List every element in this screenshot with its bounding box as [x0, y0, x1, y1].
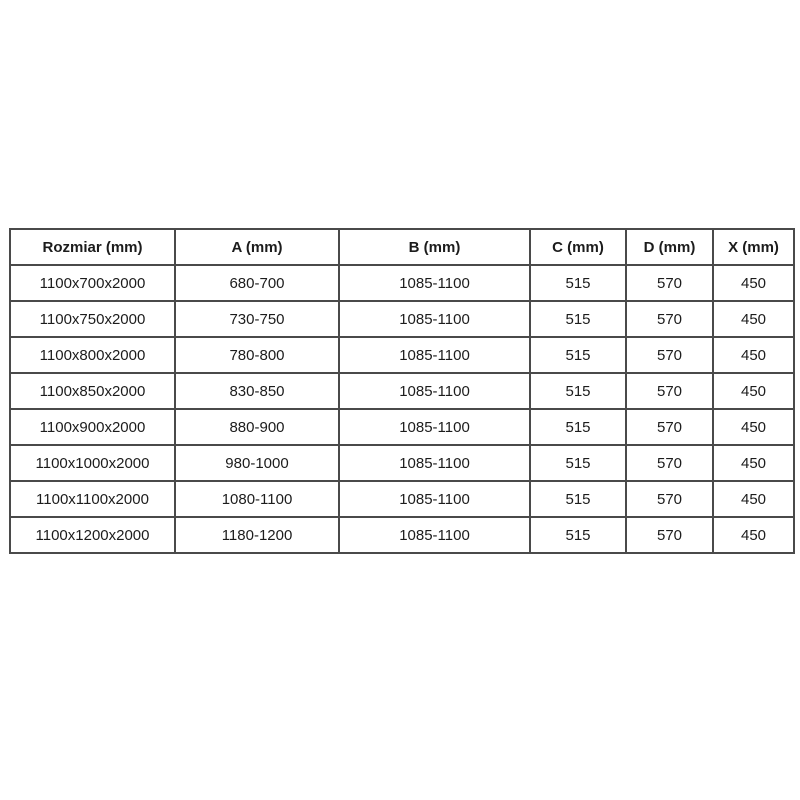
table-cell: 1085-1100	[338, 516, 531, 554]
table-row: 1100x750x2000 730-750 1085-1100 515 570 450	[9, 300, 795, 338]
size-table-body: 1100x700x2000 680-700 1085-1100 515 570 450 11…	[9, 264, 795, 554]
table-cell: 570	[625, 480, 714, 518]
table-cell: 1180-1200	[174, 516, 340, 554]
table-cell: 450	[712, 300, 795, 338]
table-cell: 450	[712, 444, 795, 482]
table-cell: 1085-1100	[338, 372, 531, 410]
table-cell: 1085-1100	[338, 300, 531, 338]
table-cell: 1085-1100	[338, 264, 531, 302]
table-cell: 1100x1000x2000	[9, 444, 176, 482]
table-cell: 1100x850x2000	[9, 372, 176, 410]
column-header: B (mm)	[338, 228, 531, 266]
table-cell: 570	[625, 408, 714, 446]
table-row: 1100x800x2000 780-800 1085-1100 515 570 450	[9, 336, 795, 374]
table-cell: 680-700	[174, 264, 340, 302]
table-cell: 450	[712, 480, 795, 518]
table-cell: 1100x800x2000	[9, 336, 176, 374]
table-cell: 830-850	[174, 372, 340, 410]
table-cell: 515	[529, 264, 627, 302]
table-cell: 450	[712, 264, 795, 302]
table-row: 1100x1000x2000 980-1000 1085-1100 515 570 450	[9, 444, 795, 482]
size-table: Rozmiar (mm) A (mm) B (mm) C (mm) D (mm) X (m…	[9, 228, 795, 554]
column-header: C (mm)	[529, 228, 627, 266]
table-cell: 515	[529, 480, 627, 518]
table-row: 1100x850x2000 830-850 1085-1100 515 570 450	[9, 372, 795, 410]
table-cell: 450	[712, 336, 795, 374]
table-cell: 515	[529, 444, 627, 482]
table-cell: 730-750	[174, 300, 340, 338]
table-cell: 1100x900x2000	[9, 408, 176, 446]
table-cell: 1100x700x2000	[9, 264, 176, 302]
table-cell: 570	[625, 516, 714, 554]
table-cell: 570	[625, 300, 714, 338]
table-cell: 1080-1100	[174, 480, 340, 518]
table-row: 1100x1200x2000 1180-1200 1085-1100 515 570 45…	[9, 516, 795, 554]
table-cell: 450	[712, 516, 795, 554]
table-header-row: Rozmiar (mm) A (mm) B (mm) C (mm) D (mm) X (m…	[9, 228, 795, 266]
table-cell: 1085-1100	[338, 336, 531, 374]
column-header: X (mm)	[712, 228, 795, 266]
column-header: A (mm)	[174, 228, 340, 266]
table-cell: 515	[529, 372, 627, 410]
table-cell: 450	[712, 372, 795, 410]
column-header: D (mm)	[625, 228, 714, 266]
table-cell: 515	[529, 300, 627, 338]
table-cell: 1100x1200x2000	[9, 516, 176, 554]
table-cell: 880-900	[174, 408, 340, 446]
table-cell: 1100x1100x2000	[9, 480, 176, 518]
table-cell: 1100x750x2000	[9, 300, 176, 338]
table-cell: 1085-1100	[338, 408, 531, 446]
table-cell: 980-1000	[174, 444, 340, 482]
table-cell: 1085-1100	[338, 480, 531, 518]
table-cell: 780-800	[174, 336, 340, 374]
table-cell: 515	[529, 516, 627, 554]
table-cell: 570	[625, 264, 714, 302]
table-cell: 570	[625, 444, 714, 482]
table-cell: 1085-1100	[338, 444, 531, 482]
table-row: 1100x900x2000 880-900 1085-1100 515 570 450	[9, 408, 795, 446]
table-cell: 570	[625, 336, 714, 374]
table-cell: 515	[529, 408, 627, 446]
table-cell: 570	[625, 372, 714, 410]
column-header: Rozmiar (mm)	[9, 228, 176, 266]
table-row: 1100x700x2000 680-700 1085-1100 515 570 450	[9, 264, 795, 302]
table-row: 1100x1100x2000 1080-1100 1085-1100 515 570 45…	[9, 480, 795, 518]
table-cell: 515	[529, 336, 627, 374]
table-cell: 450	[712, 408, 795, 446]
